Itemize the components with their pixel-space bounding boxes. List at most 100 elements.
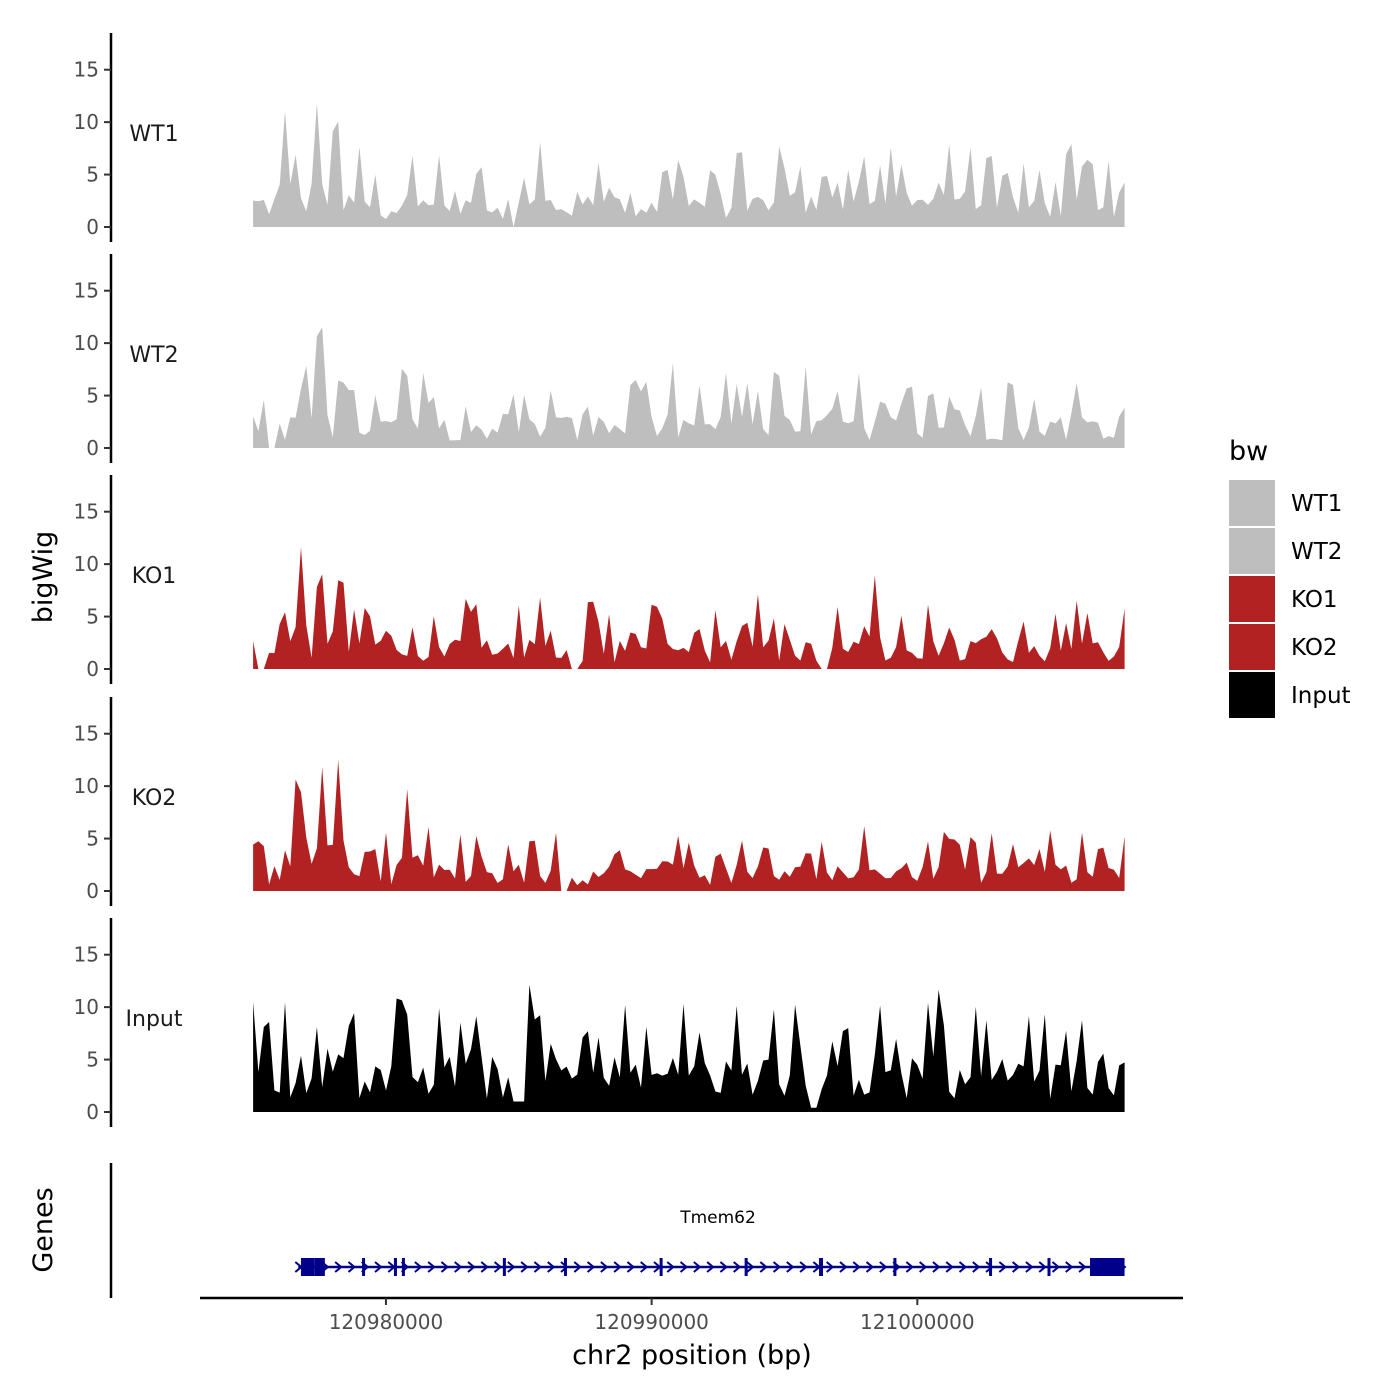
track-label-wt1: WT1 (129, 122, 178, 147)
y-tick-label: 5 (86, 1048, 99, 1072)
strand-arrow (440, 1261, 449, 1273)
strand-arrow (640, 1261, 649, 1273)
legend-label-wt1: WT1 (1291, 491, 1342, 517)
gene-exon (300, 1258, 315, 1276)
strand-arrow (547, 1261, 556, 1273)
y-tick-label: 0 (86, 657, 99, 681)
strand-arrow (706, 1261, 715, 1273)
signal-tracks: 0 5 10 15 WT1 0 5 10 15 WT2 0 5 10 15 KO1 0 5 10 15 KO2 0 5 10… (74, 33, 1125, 1127)
legend-label-ko1: KO1 (1291, 587, 1338, 613)
gene-name-label: Tmem62 (679, 1208, 756, 1228)
x-tick-label: 121000000 (860, 1310, 975, 1334)
track-label-ko2: KO2 (132, 786, 177, 811)
gene-exon (393, 1258, 397, 1276)
strand-arrow (613, 1261, 622, 1273)
track-wt1: 0 5 10 15 WT1 (74, 33, 1125, 242)
strand-arrow (759, 1261, 768, 1273)
area-wt1 (253, 103, 1125, 227)
strand-arrow (786, 1261, 795, 1273)
strand-arrow (679, 1261, 689, 1273)
y-tick-label: 0 (86, 1100, 99, 1124)
genes-axis-title: Genes (28, 1187, 59, 1272)
gene-exon (1047, 1258, 1051, 1276)
legend-swatch-ko1 (1229, 576, 1275, 622)
strand-arrow (746, 1261, 755, 1273)
strand-arrow (693, 1261, 702, 1273)
track-label-wt2: WT2 (129, 343, 178, 368)
genes-panel: Tmem62 (109, 1163, 1127, 1298)
strand-arrow (467, 1261, 476, 1273)
strand-arrow (839, 1261, 848, 1273)
strand-arrow (414, 1261, 423, 1273)
track-label-ko1: KO1 (132, 564, 177, 589)
legend-title: bw (1229, 436, 1268, 467)
y-tick-label: 10 (74, 331, 99, 355)
y-axis-title: bigWig (28, 531, 59, 624)
legend-swatch-ko2 (1229, 624, 1275, 670)
gene-exon (989, 1258, 993, 1276)
legend: bw WT1 WT2 KO1 KO2 Input (1229, 436, 1351, 718)
strand-arrow (626, 1261, 635, 1273)
track-ko2: 0 5 10 15 KO2 (74, 697, 1125, 906)
gene-exon (819, 1258, 824, 1276)
legend-swatch-wt1 (1229, 480, 1275, 526)
strand-arrow (879, 1261, 888, 1273)
gene-exon (362, 1258, 366, 1276)
track-ko1: 0 5 10 15 KO1 (74, 475, 1125, 684)
strand-arrow (1025, 1261, 1034, 1273)
y-tick-label: 0 (86, 436, 99, 460)
strand-arrow (799, 1261, 808, 1273)
y-tick-label: 5 (86, 605, 99, 629)
y-tick-label: 10 (74, 995, 99, 1019)
strand-arrow (480, 1261, 489, 1273)
y-tick-label: 0 (86, 215, 99, 239)
strand-arrow (334, 1261, 343, 1273)
strand-arrow (454, 1261, 463, 1273)
strand-arrow (493, 1261, 503, 1273)
gene-exon (659, 1258, 663, 1276)
area-wt2 (253, 327, 1125, 448)
strand-arrow (1038, 1261, 1047, 1273)
y-tick-label: 15 (74, 500, 99, 524)
area-input (253, 984, 1125, 1112)
area-ko2 (253, 760, 1125, 891)
legend-label-wt2: WT2 (1291, 539, 1342, 565)
strand-arrow (347, 1261, 356, 1273)
gene-exon (502, 1258, 506, 1276)
strand-arrow (666, 1261, 675, 1273)
legend-swatch-input (1229, 672, 1275, 718)
y-tick-label: 10 (74, 552, 99, 576)
gene-exon (314, 1258, 325, 1276)
y-tick-label: 15 (74, 943, 99, 967)
track-wt2: 0 5 10 15 WT2 (74, 254, 1125, 463)
strand-arrow (427, 1261, 436, 1273)
strand-arrow (374, 1261, 383, 1273)
area-ko1 (253, 547, 1125, 669)
strand-arrow (600, 1261, 609, 1273)
strand-arrow (1078, 1261, 1087, 1273)
strand-arrow (507, 1261, 516, 1273)
x-axis: 120980000 120990000 121000000 (200, 1296, 1183, 1334)
legend-label-ko2: KO2 (1291, 635, 1338, 661)
gene-exon (1090, 1258, 1125, 1276)
strand-arrow (1011, 1261, 1021, 1273)
strand-arrow (905, 1261, 914, 1273)
x-tick-label: 120990000 (594, 1310, 709, 1334)
strand-arrow (520, 1261, 529, 1273)
gene-exon (401, 1258, 405, 1276)
y-tick-label: 15 (74, 58, 99, 82)
strand-arrow (586, 1261, 596, 1273)
strand-arrow (560, 1261, 569, 1273)
strand-arrow (852, 1261, 861, 1273)
strand-arrow (573, 1261, 582, 1273)
y-tick-label: 5 (86, 384, 99, 408)
y-tick-label: 15 (74, 722, 99, 746)
gene-exon (893, 1258, 897, 1276)
x-axis-title: chr2 position (bp) (572, 1340, 812, 1371)
strand-arrow (865, 1261, 875, 1273)
gene-exon (744, 1258, 748, 1276)
strand-arrow (998, 1261, 1007, 1273)
y-tick-label: 5 (86, 827, 99, 851)
legend-swatch-wt2 (1229, 528, 1275, 574)
